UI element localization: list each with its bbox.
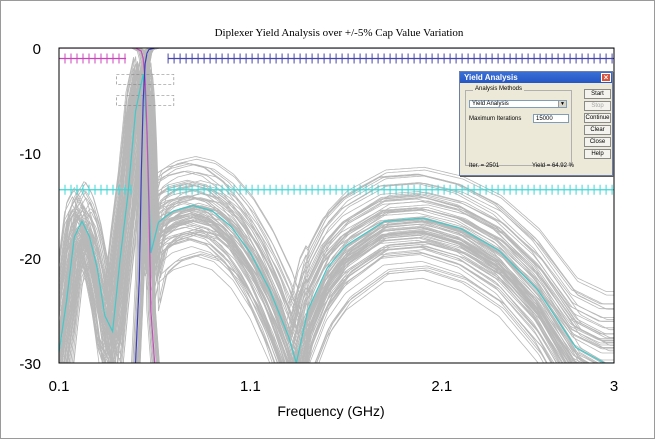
close-button[interactable]: Close [584, 137, 611, 147]
reflection-nominal-trace [59, 74, 614, 363]
monte-carlo-trace [68, 91, 576, 363]
y-tick-label: 0 [33, 41, 41, 58]
monte-carlo-trace [138, 48, 614, 363]
x-tick-label: 0.1 [49, 378, 70, 395]
analysis-method-value: Yield Analysis [472, 101, 509, 107]
spec-return_loss-mask [167, 184, 614, 195]
max-iterations-input[interactable]: 15000 [533, 114, 569, 123]
lowpass-nominal-trace [59, 48, 156, 363]
nominal-traces [59, 48, 614, 363]
highpass-nominal-trace [135, 48, 614, 363]
x-tick-label: 2.1 [431, 378, 452, 395]
x-axis-label: Frequency (GHz) [277, 403, 384, 419]
spec-masks [58, 53, 614, 195]
monte-carlo-trace [136, 48, 614, 363]
stop-button[interactable]: Stop [584, 101, 611, 111]
monte-carlo-trace [59, 69, 599, 363]
chevron-down-icon[interactable]: ▼ [558, 101, 566, 107]
spec-lowpass-mask [58, 53, 126, 64]
yield-analysis-dialog[interactable]: Yield Analysis × Analysis Methods Yield … [459, 71, 613, 176]
monte-carlo-trace [132, 48, 612, 363]
monte-carlo-trace [137, 48, 614, 363]
monte-carlo-trace [131, 48, 610, 363]
start-button[interactable]: Start [584, 89, 611, 99]
x-tick-label: 3 [610, 378, 618, 395]
close-icon[interactable]: × [601, 73, 611, 82]
monte-carlo-trace [66, 62, 607, 363]
monte-carlo-trace [59, 73, 614, 352]
analysis-methods-label: Analysis Methods [473, 86, 525, 92]
monte-carlo-trace [61, 48, 158, 363]
plot-area-border [58, 47, 615, 364]
yield-dialog-title: Yield Analysis [464, 73, 518, 82]
x-axis-ticks: 0.1 1.1 2.1 3 [49, 378, 619, 395]
analysis-methods-group: Analysis Methods Yield Analysis ▼ Maximu… [465, 86, 572, 166]
help-button[interactable]: Help [584, 149, 611, 159]
chart-title: Diplexer Yield Analysis over +/-5% Cap V… [215, 27, 464, 39]
max-iterations-label: Maximum Iterations [469, 116, 522, 122]
monte-carlo-trace [63, 48, 160, 363]
x-tick-label: 1.1 [240, 378, 261, 395]
y-tick-label: -10 [19, 146, 41, 163]
iteration-status: Iter. = 2501 [469, 163, 500, 169]
y-axis-ticks: 0 -10 -20 -30 [19, 41, 41, 373]
clear-button[interactable]: Clear [584, 125, 611, 135]
yield-status: Yield = 64.92 % [532, 163, 574, 169]
yield-dialog-titlebar[interactable]: Yield Analysis × [460, 72, 612, 83]
y-tick-label: -20 [19, 251, 41, 268]
spec-highpass-mask [167, 53, 614, 64]
analysis-method-dropdown[interactable]: Yield Analysis ▼ [469, 100, 567, 108]
y-tick-label: -30 [19, 356, 41, 373]
continue-button[interactable]: Continue [584, 113, 611, 123]
monte-carlo-trace [65, 100, 539, 363]
monte-carlo-trace [68, 69, 581, 363]
monte-carlo-trace [139, 48, 614, 363]
